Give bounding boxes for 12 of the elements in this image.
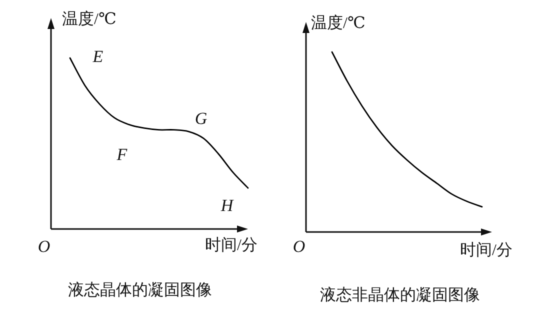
y-axis-title: 温度/℃ (311, 14, 366, 32)
text: O (38, 237, 50, 256)
x-axis-title: 时间/分 (205, 236, 258, 254)
text: 液态晶体的凝固图像 (68, 281, 212, 299)
annotation: E (92, 47, 104, 66)
annotation: F (116, 145, 128, 164)
x-axis-title: 时间/分 (460, 241, 512, 259)
annotation: H (220, 196, 235, 215)
annotation: G (194, 109, 208, 128)
text: O (292, 237, 306, 256)
text: 液态非晶体的凝固图像 (320, 286, 480, 304)
y-axis-title: 温度/℃ (62, 10, 116, 28)
